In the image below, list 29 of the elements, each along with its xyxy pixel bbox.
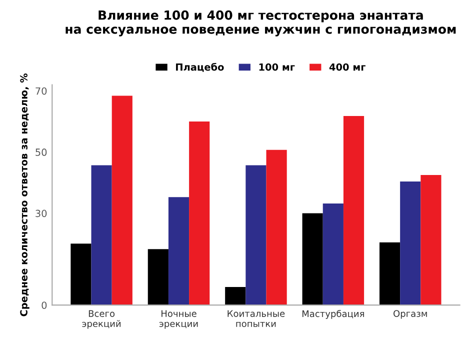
bar [266, 150, 287, 306]
x-tick-label: Всего эрекций [82, 310, 121, 329]
legend-label: 100 мг [259, 63, 295, 71]
x-tick-label: Ночные эрекции [159, 310, 198, 329]
bar [322, 203, 344, 306]
bar [302, 213, 323, 306]
x-tick-label: Мастурбация [302, 310, 364, 319]
y-tick-label: 70 [36, 87, 47, 95]
bar [148, 249, 168, 306]
x-tick-label: Коитальные попытки [228, 310, 285, 328]
bar [189, 121, 210, 306]
bar [420, 175, 442, 306]
bar [379, 242, 400, 306]
x-tick-label: Оргазм [394, 310, 427, 319]
y-tick-label: 0 [42, 302, 47, 309]
bar [112, 96, 132, 306]
y-tick-label: 50 [36, 148, 47, 156]
legend-label: Плацебо [176, 62, 224, 72]
bar [400, 181, 421, 306]
bar [225, 287, 246, 306]
bar [70, 244, 92, 306]
chart-title: Влияние 100 и 400 мг тестостерона энантата на сексуальное поведение мужчин с гипогонадизмом [66, 10, 456, 36]
bar [91, 165, 112, 306]
bar [168, 197, 190, 306]
bar [246, 165, 266, 306]
y-axis-title: Среднее количество ответов за неделю, % [20, 73, 30, 316]
legend-label: 400 мг [329, 63, 366, 71]
bar [343, 116, 364, 306]
y-tick-label: 30 [36, 210, 47, 218]
